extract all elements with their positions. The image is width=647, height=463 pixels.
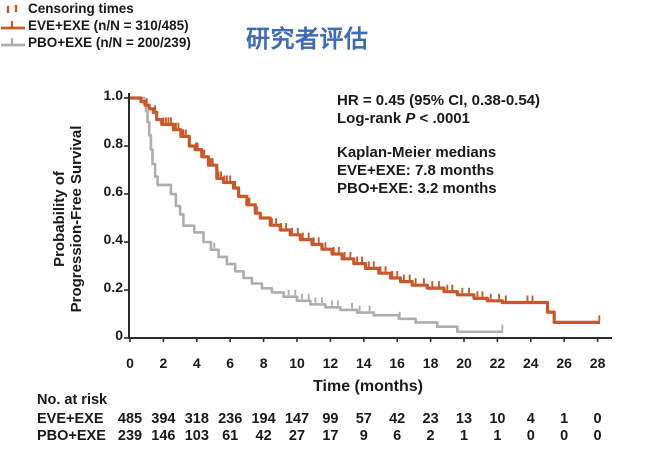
- y-tick-label: 1.0: [103, 87, 123, 103]
- risk-count: 6: [393, 428, 402, 444]
- risk-count: 57: [355, 411, 372, 427]
- risk-count: 13: [455, 411, 473, 427]
- x-tick-label: 24: [523, 355, 539, 371]
- risk-count: 42: [255, 428, 272, 444]
- km-curve-pbo-exe: [130, 96, 504, 334]
- stats-gap: [337, 128, 540, 144]
- km-median-eve: EVE+EXE: 7.8 months: [337, 162, 495, 179]
- risk-count: 4: [526, 411, 535, 427]
- legend-item-censoring: Censoring times: [0, 0, 647, 17]
- x-tick-label: 18: [422, 355, 439, 371]
- risk-count: 2: [426, 428, 435, 444]
- risk-count: 147: [284, 411, 310, 427]
- risk-count: 146: [151, 428, 176, 444]
- risk-count: 239: [117, 428, 143, 444]
- risk-count: 42: [389, 411, 406, 427]
- x-tick-label: 2: [159, 355, 168, 371]
- x-tick-label: 14: [356, 355, 372, 371]
- risk-count: 236: [218, 411, 243, 427]
- risk-row-label: EVE+EXE: [37, 411, 104, 427]
- legend-label: EVE+EXE (n/N = 310/485): [28, 18, 189, 33]
- hr-annotation: HR = 0.45 (95% CI, 0.38-0.54): [337, 92, 541, 109]
- risk-count: 17: [322, 428, 339, 444]
- x-tick-label: 12: [322, 355, 339, 371]
- x-tick-label: 6: [226, 355, 235, 371]
- risk-count: 0: [560, 428, 569, 444]
- risk-count: 1: [459, 428, 469, 444]
- risk-count: 485: [117, 411, 143, 427]
- x-tick-label: 26: [556, 355, 572, 371]
- y-axis-label: Probability of Progression-Free Survival: [51, 125, 85, 313]
- logrank-annotation: Log-rank P < .0001: [337, 110, 470, 127]
- x-tick-label: 16: [389, 355, 405, 371]
- stats-block: HR = 0.45 (95% CI, 0.38-0.54) Log-rank P…: [337, 92, 540, 198]
- legend: Censoring times EVE+EXE (n/N = 310/485) …: [0, 0, 647, 51]
- risk-count: 194: [251, 411, 276, 427]
- legend-label: Censoring times: [28, 1, 134, 16]
- y-tick-label: 0.8: [103, 135, 123, 151]
- legend-item-eve-exe: EVE+EXE (n/N = 310/485): [0, 17, 647, 34]
- risk-count: 1: [493, 428, 502, 444]
- risk-row-label: PBO+EXE: [37, 428, 106, 444]
- risk-count: 99: [322, 411, 339, 427]
- x-tick-label: 20: [456, 355, 472, 371]
- eve-exe-line-icon: [0, 19, 26, 33]
- km-median-pbo: PBO+EXE: 3.2 months: [337, 180, 497, 197]
- censor-ticks-icon: [0, 2, 26, 16]
- risk-count: 318: [184, 411, 209, 427]
- risk-count: 0: [526, 428, 535, 444]
- x-tick-label: 10: [289, 355, 305, 371]
- x-tick-label: 8: [259, 355, 268, 371]
- y-tick-label: 0: [115, 327, 123, 343]
- x-tick-label: 4: [192, 355, 201, 371]
- risk-count: 10: [489, 411, 506, 427]
- x-tick-label: 22: [489, 355, 506, 371]
- y-tick-label: 0.6: [103, 183, 123, 199]
- legend-label: PBO+EXE (n/N = 200/239): [28, 35, 191, 50]
- km-medians-header: Kaplan-Meier medians: [337, 144, 497, 161]
- risk-count: 0: [593, 411, 602, 427]
- risk-count: 103: [184, 428, 209, 444]
- p-italic: P: [405, 110, 416, 127]
- x-tick-label: 0: [126, 355, 134, 371]
- risk-count: 9: [359, 428, 368, 444]
- x-tick-label: 28: [589, 355, 606, 371]
- risk-count: 61: [222, 428, 239, 444]
- risk-count: 1: [560, 411, 569, 427]
- risk-count: 27: [288, 428, 306, 444]
- page-title: 研究者评估: [246, 26, 369, 53]
- risk-count: 0: [593, 428, 602, 444]
- y-tick-label: 0.4: [103, 231, 123, 247]
- y-tick-label: 0.2: [103, 279, 123, 295]
- risk-count: 23: [422, 411, 439, 427]
- pbo-exe-line-icon: [0, 36, 26, 50]
- legend-item-pbo-exe: PBO+EXE (n/N = 200/239): [0, 34, 647, 51]
- risk-table-header: No. at risk: [37, 392, 108, 408]
- x-axis-label: Time (months): [313, 378, 423, 395]
- risk-count: 394: [151, 411, 176, 427]
